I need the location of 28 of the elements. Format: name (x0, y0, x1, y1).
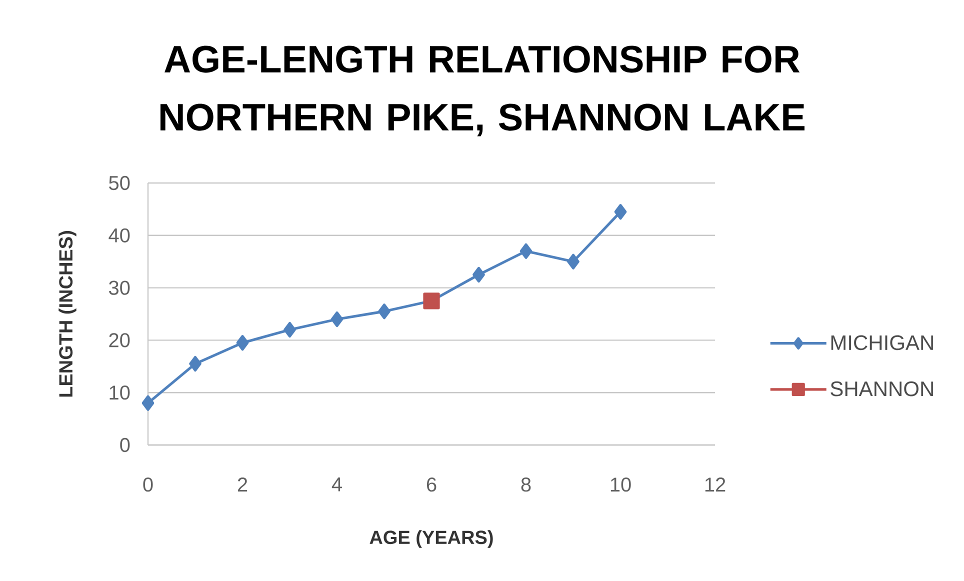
x-tick-label: 8 (521, 478, 531, 492)
x-tick-label: 2 (238, 478, 248, 492)
x-tick-label: 10 (610, 478, 631, 492)
point (378, 304, 390, 320)
y-axis-title: LENGTH (INCHES) (58, 231, 76, 397)
y-tick-label: 50 (109, 176, 130, 190)
point (520, 243, 532, 259)
x-tick-label: 12 (705, 478, 726, 492)
x-axis-title: AGE (YEARS) (370, 530, 493, 548)
point (472, 266, 485, 282)
y-tick-label: 40 (108, 228, 130, 242)
y-tick-label: 10 (110, 386, 130, 400)
point (142, 395, 154, 411)
point (567, 254, 580, 270)
y-tick-label: 30 (109, 280, 130, 295)
point (284, 322, 296, 338)
point (189, 356, 202, 372)
legend-label: SHANNON (830, 381, 933, 396)
x-tick-label: 4 (332, 478, 342, 492)
legend-label: MICHIGAN (831, 335, 933, 350)
x-tick-label: 6 (426, 478, 436, 492)
y-tick-label: 0 (120, 438, 130, 452)
point (236, 335, 249, 351)
point (330, 311, 344, 328)
point (614, 204, 627, 220)
y-tick-label: 20 (109, 333, 130, 348)
chart-title: AGE-LENGTH RELATIONSHIP FOR NORTHERN PIKE, SHANNON LAKE (160, 46, 804, 136)
x-tick-label: 0 (143, 478, 153, 492)
